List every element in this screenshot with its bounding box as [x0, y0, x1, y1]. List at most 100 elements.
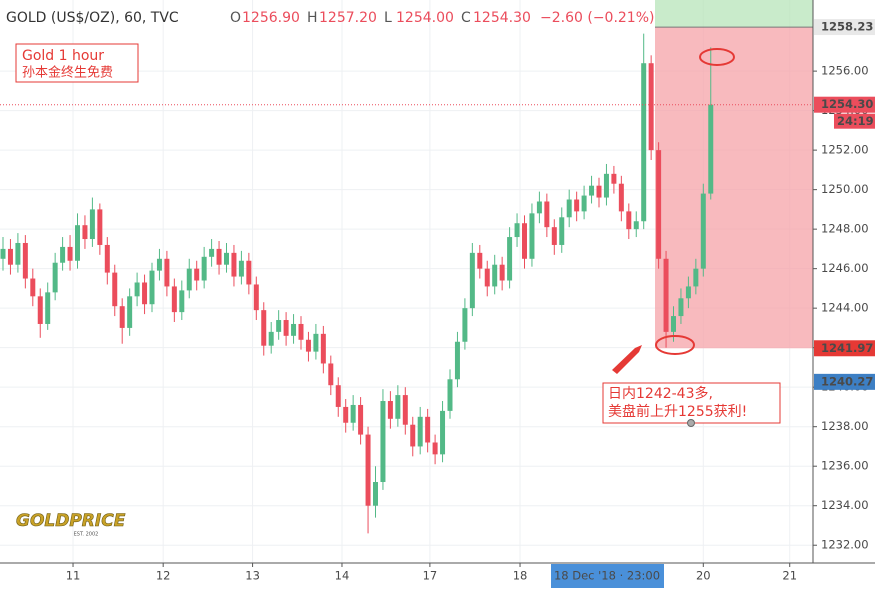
candle-body [134, 282, 140, 297]
ohlc-key: O [230, 10, 241, 26]
candle-body [522, 223, 527, 259]
candle-body [216, 248, 222, 265]
candle-body [611, 173, 617, 184]
candle-body [75, 225, 80, 261]
candle-body [112, 272, 118, 307]
y-tick-label: 1244.00 [821, 301, 869, 315]
candle-body [507, 237, 513, 281]
crosshair-label: 18 Dec '18 · 23:00 [554, 569, 660, 583]
countdown: 24:19 [837, 114, 874, 128]
y-tick-label: 1236.00 [821, 459, 869, 473]
candle-body [7, 248, 13, 265]
candle-body [685, 286, 691, 299]
candle-body [678, 298, 684, 317]
candle-body [186, 268, 192, 291]
candle-body [89, 209, 95, 240]
candle-body [149, 270, 155, 305]
crosshair-label-bg [551, 564, 664, 588]
candle-body [626, 211, 632, 230]
candle-body [238, 260, 244, 277]
y-tick-label: 1256.00 [821, 64, 869, 78]
note-subtitle: 孙本金终生免费 [22, 65, 113, 81]
candle-body [581, 195, 587, 212]
note-box [15, 43, 139, 83]
logo: GOLDPRICE [16, 511, 126, 531]
candle-body [559, 217, 565, 245]
candle-body [171, 286, 177, 313]
candle-body [45, 292, 51, 324]
candle-body [30, 278, 36, 297]
candles [0, 33, 714, 534]
candle-body [22, 242, 28, 279]
y-tick-label: 1250.00 [821, 182, 869, 196]
entry-marker-label: 1258.23 [821, 20, 873, 34]
candle-body [410, 424, 416, 447]
candle-body [492, 264, 498, 287]
candle-body [365, 434, 371, 506]
candle-body [484, 268, 490, 287]
candle-body [603, 173, 609, 198]
candle-body [0, 248, 6, 259]
arrow [612, 345, 642, 374]
other-marker-label: 1240.27 [821, 374, 873, 388]
candle-body [440, 410, 446, 455]
ohlc-key: C [461, 10, 471, 26]
candle-body [477, 252, 483, 269]
countdown-bg [834, 113, 875, 129]
ohlc-key: L [384, 10, 392, 26]
ohlc-header: O 1256.90 H 1257.20 L 1254.00 C 1254.30 −2.60 (−… [230, 10, 654, 26]
x-tick-label: 12 [156, 569, 171, 583]
y-tick-label: 1238.00 [821, 419, 869, 433]
candle-body [373, 482, 378, 506]
candle-body [82, 225, 88, 240]
note-line: 美盘前上升1255获利! [608, 403, 747, 420]
y-tick-label: 1246.00 [821, 261, 869, 275]
candle-body [335, 385, 341, 407]
axes: 1232.001234.001236.001238.001240.001242.… [66, 19, 875, 588]
candle-body [708, 104, 714, 194]
candle-body [37, 296, 43, 324]
candle-body [499, 264, 505, 281]
candle-body [447, 379, 453, 411]
x-tick-label: 11 [66, 569, 81, 583]
candle-body [231, 252, 237, 277]
candle-body [164, 258, 170, 287]
candle-body [663, 258, 669, 332]
candle-body [544, 201, 550, 228]
candle-body [156, 258, 162, 271]
candle-body [641, 63, 647, 222]
candle-body [209, 248, 215, 257]
candle-body [454, 341, 460, 380]
other-marker [814, 373, 875, 390]
candle-body [700, 193, 706, 269]
candle-body [469, 252, 475, 309]
candle-body [671, 316, 676, 332]
candle-body [350, 404, 356, 423]
candle-body [15, 242, 21, 265]
anchor-dot [687, 419, 695, 427]
ohlc-key: H [307, 10, 318, 26]
x-tick-label: 21 [782, 569, 797, 583]
candle-body [253, 284, 259, 311]
candle-body [298, 323, 304, 340]
candle-body [305, 339, 311, 352]
candle-body [276, 320, 282, 332]
logo-tagline: EST. 2002 [74, 532, 99, 538]
candle-body [633, 221, 639, 230]
candle-body [380, 401, 386, 483]
candle-body [261, 310, 267, 346]
candle-body [417, 416, 423, 447]
candle-body [618, 183, 624, 212]
candle-body [313, 333, 319, 352]
change: −2.60 (−0.21%) [540, 10, 654, 26]
candle-body [574, 199, 580, 212]
candle-body [52, 262, 58, 293]
highlight [699, 48, 735, 66]
candle-body [432, 442, 438, 455]
candle-body [514, 223, 520, 238]
candle-body [402, 395, 408, 425]
candle-body [201, 256, 207, 281]
candle-body [246, 260, 252, 285]
candle-body [268, 331, 274, 346]
